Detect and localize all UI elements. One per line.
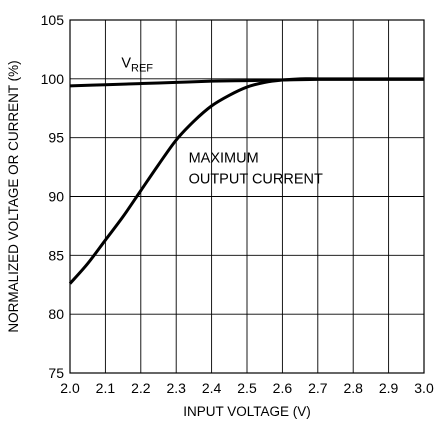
x-tick-label: 3.0 xyxy=(414,380,434,396)
x-tick-label: 2.1 xyxy=(96,380,116,396)
x-tick-label: 2.7 xyxy=(308,380,328,396)
max-output-current-line xyxy=(68,77,424,285)
x-tick-labels: 2.0 2.1 2.2 2.3 2.4 2.5 2.6 2.7 2.8 2.9 3.0 xyxy=(60,380,434,396)
x-tick-label: 2.4 xyxy=(202,380,222,396)
vref-label-sub: REF xyxy=(131,63,153,75)
y-tick-labels: 75 80 85 90 95 100 105 xyxy=(41,12,65,381)
x-tick-label: 2.8 xyxy=(343,380,363,396)
y-tick-label: 100 xyxy=(41,71,65,87)
x-tick-label: 2.5 xyxy=(237,380,257,396)
y-tick-label: 105 xyxy=(41,12,65,28)
x-tick-label: 2.6 xyxy=(273,380,293,396)
x-tick-label: 2.9 xyxy=(379,380,399,396)
max-current-label-line-1: MAXIMUM xyxy=(189,150,259,166)
max-current-label-line-2: OUTPUT CURRENT xyxy=(189,172,323,188)
y-tick-label: 80 xyxy=(48,306,64,322)
y-axis-label: NORMALIZED VOLTAGE OR CURRENT (%) xyxy=(6,60,21,332)
y-tick-label: 95 xyxy=(48,130,64,146)
y-tick-label: 90 xyxy=(48,189,64,205)
plot-frame xyxy=(69,19,425,374)
x-tick-label: 2.3 xyxy=(166,380,186,396)
x-tick-label: 2.0 xyxy=(60,380,80,396)
vref-label-main: V xyxy=(121,56,131,72)
series-lines xyxy=(68,77,424,285)
y-tick-label: 85 xyxy=(48,247,64,263)
vref-series-label: VREF xyxy=(121,56,153,75)
grid xyxy=(69,19,425,374)
x-axis-label: INPUT VOLTAGE (V) xyxy=(183,404,311,419)
y-tick-label: 75 xyxy=(48,365,64,381)
x-tick-label: 2.2 xyxy=(131,380,151,396)
